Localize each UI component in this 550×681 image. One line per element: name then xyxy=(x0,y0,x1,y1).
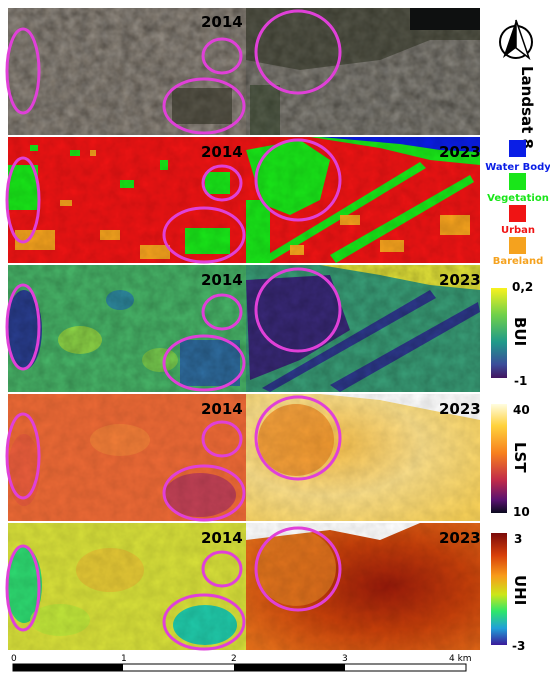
highlight-circle xyxy=(201,293,243,331)
scale-tick-2: 2 xyxy=(231,654,237,664)
year-label-2023: 2023 xyxy=(439,529,481,547)
year-labels: 2014 2014 2023 2014 2023 2014 2023 2014 … xyxy=(201,13,481,547)
legend-swatch-water-body xyxy=(509,140,526,157)
highlight-circle xyxy=(254,526,342,612)
year-label-2023: 2023 xyxy=(439,400,481,418)
scale-tick-1: 1 xyxy=(121,654,127,664)
scale-tick-0: 0 xyxy=(11,654,17,664)
sensor-label: Landsat 8 xyxy=(518,66,536,149)
highlight-circle xyxy=(5,544,41,632)
year-label-2014: 2014 xyxy=(201,271,243,289)
highlight-circle xyxy=(162,77,246,135)
highlight-circle xyxy=(5,27,41,115)
highlight-circle xyxy=(254,395,342,481)
panel-uhi xyxy=(6,523,480,650)
panel-rgb xyxy=(8,8,480,135)
legend-label-water-body: Water Body xyxy=(485,162,550,173)
year-label-2014: 2014 xyxy=(201,400,243,418)
scale-tick-4: 4 km xyxy=(449,654,472,664)
landcover-legend: Water Body Vegetation Urban Bareland xyxy=(485,140,550,267)
panel-landcover xyxy=(8,137,480,263)
highlight-circle xyxy=(162,464,246,522)
year-label-2014: 2014 xyxy=(201,143,243,161)
legend-label-urban: Urban xyxy=(501,225,535,236)
highlight-circle xyxy=(254,267,342,353)
scale-bar: 0 1 2 3 4 km xyxy=(11,654,472,672)
highlight-circle xyxy=(5,156,41,244)
highlight-circle xyxy=(5,412,41,500)
highlight-circle xyxy=(254,138,342,222)
colorbar-uhi: 3 -3 UHI xyxy=(491,532,529,653)
legend-swatch-urban xyxy=(509,205,526,222)
year-label-2023: 2023 xyxy=(439,143,481,161)
legend-swatch-vegetation xyxy=(509,173,526,190)
colorbar-lst-max: 40 xyxy=(513,403,530,417)
colorbar-bui-max: 0,2 xyxy=(512,280,533,294)
highlight-circles xyxy=(5,9,342,651)
highlight-circle xyxy=(162,206,246,264)
year-label-2014: 2014 xyxy=(201,529,243,547)
scale-tick-3: 3 xyxy=(342,654,348,664)
legend-label-vegetation: Vegetation xyxy=(487,193,549,204)
colorbar-bui-min: -1 xyxy=(514,374,527,388)
highlight-circle xyxy=(201,420,243,458)
highlight-circle xyxy=(5,283,41,371)
legend-swatch-bareland xyxy=(509,237,526,254)
colorbar-lst-min: 10 xyxy=(513,505,530,519)
highlight-circle xyxy=(201,164,243,202)
colorbar-bui-title: BUI xyxy=(511,317,529,346)
highlight-circle xyxy=(162,593,246,651)
year-label-2023: 2023 xyxy=(439,271,481,289)
year-label-2014: 2014 xyxy=(201,13,243,31)
highlight-circle xyxy=(254,9,342,95)
highlight-circle xyxy=(201,550,243,588)
colorbar-lst: 40 10 LST xyxy=(491,403,530,519)
north-arrow-icon xyxy=(499,19,533,61)
panel-lst xyxy=(8,394,480,521)
highlight-circle xyxy=(201,37,243,75)
colorbar-uhi-max: 3 xyxy=(514,532,522,546)
colorbar-uhi-min: -3 xyxy=(512,639,525,653)
highlight-circle xyxy=(162,334,246,392)
colorbar-bui: 0,2 -1 BUI xyxy=(491,280,533,388)
colorbar-uhi-title: UHI xyxy=(511,575,529,605)
legend-label-bareland: Bareland xyxy=(493,256,544,267)
colorbar-lst-title: LST xyxy=(511,442,529,473)
